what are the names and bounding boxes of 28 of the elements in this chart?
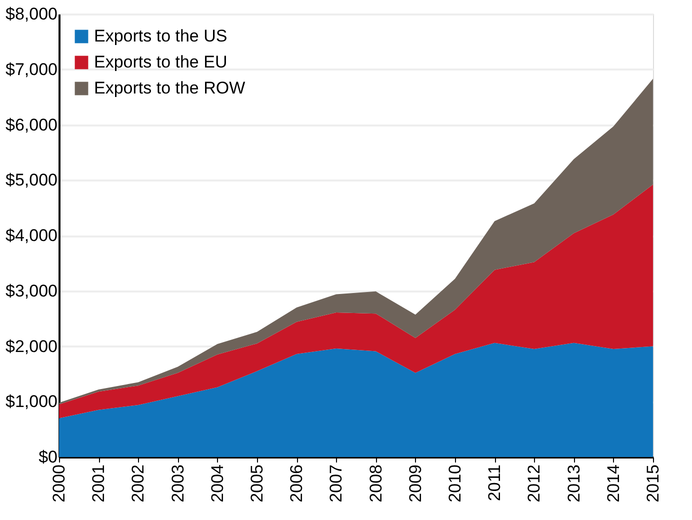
y-tick-label: $6,000 <box>6 115 58 134</box>
y-tick-label: $0 <box>38 448 58 466</box>
x-tick-label: 2015 <box>644 464 662 502</box>
x-tick-label: 2001 <box>89 464 108 502</box>
x-tick-label: 2006 <box>287 464 306 502</box>
x-tick-label: 2009 <box>406 464 425 502</box>
legend-label: Exports to the US <box>94 26 228 46</box>
x-tick-label: 2002 <box>128 464 148 502</box>
x-tick-label: 2012 <box>524 464 544 502</box>
y-tick-label: $2,000 <box>6 336 58 356</box>
x-tick-label: 2003 <box>168 464 188 502</box>
y-tick-label: $3,000 <box>6 281 58 300</box>
x-tick-label: 2008 <box>366 464 386 502</box>
y-tick-label: $5,000 <box>6 170 58 190</box>
legend-label: Exports to the EU <box>94 52 228 72</box>
x-tick-label: 2005 <box>248 464 266 502</box>
y-tick-label: $4,000 <box>6 226 58 245</box>
x-tick-label: 2014 <box>604 464 623 502</box>
x-tick-label: 2013 <box>564 464 584 502</box>
x-tick-label: 2010 <box>446 464 464 502</box>
y-tick-label: $8,000 <box>6 4 58 24</box>
x-tick-label: 2007 <box>326 464 346 502</box>
x-tick-label: 2000 <box>50 464 68 502</box>
x-tick-label: 2004 <box>208 464 227 502</box>
x-tick-label: 2011 <box>485 464 504 502</box>
y-tick-label: $7,000 <box>6 60 58 79</box>
legend-label: Exports to the ROW <box>94 78 246 98</box>
y-tick-label: $1,000 <box>6 392 58 412</box>
